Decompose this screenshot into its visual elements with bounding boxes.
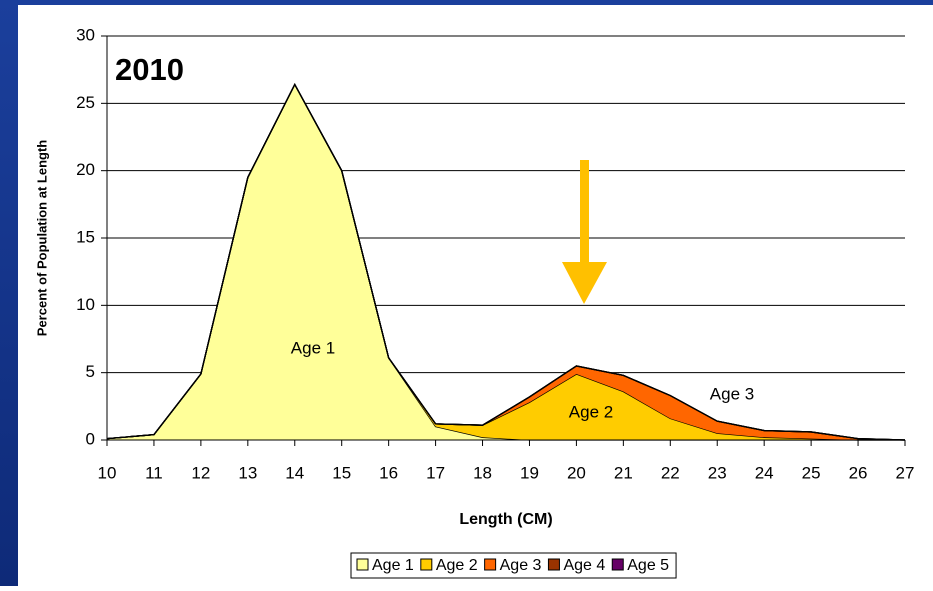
x-tick-label: 16: [379, 463, 398, 482]
x-tick-label: 24: [755, 463, 774, 482]
legend-label: Age 4: [563, 557, 605, 574]
x-axis-label: Length (CM): [459, 511, 552, 528]
legend-swatch: [547, 558, 560, 571]
y-axis-label: Percent of Population at Length: [34, 140, 49, 337]
x-tick-label: 21: [614, 463, 633, 482]
legend-label: Age 1: [372, 557, 414, 574]
legend-label: Age 2: [436, 557, 478, 574]
chart-title: 2010: [115, 52, 184, 87]
annotation: Age 1: [291, 338, 335, 357]
legend-label: Age 3: [500, 557, 542, 574]
x-tick-label: 23: [708, 463, 727, 482]
arrow-shaft: [580, 160, 589, 265]
x-tick-label: 18: [473, 463, 492, 482]
legend-swatch: [484, 558, 497, 571]
legend-swatch: [356, 558, 369, 571]
x-tick-label: 25: [802, 463, 821, 482]
x-tick-label: 13: [238, 463, 257, 482]
x-tick-label: 20: [567, 463, 586, 482]
x-tick-label: 11: [145, 463, 163, 482]
x-tick-label: 15: [332, 463, 351, 482]
y-tick-label: 25: [76, 93, 95, 112]
y-tick-label: 30: [76, 25, 95, 44]
x-tick-label: 27: [896, 463, 915, 482]
x-tick-label: 26: [849, 463, 868, 482]
plot-area: [101, 35, 906, 446]
annotation: Age 2: [569, 402, 613, 421]
x-tick-label: 14: [285, 463, 304, 482]
legend-swatch: [420, 558, 433, 571]
x-tick-label: 22: [661, 463, 680, 482]
x-tick-label: 19: [520, 463, 539, 482]
y-tick-label: 10: [76, 295, 95, 314]
area-edge: [106, 83, 906, 441]
x-tick-label: 17: [426, 463, 445, 482]
y-tick-label: 15: [76, 227, 95, 246]
legend-swatch: [611, 558, 624, 571]
x-tick-label: 10: [98, 463, 117, 482]
legend-label: Age 5: [627, 557, 669, 574]
y-tick-label: 0: [86, 429, 95, 448]
arrow: [562, 160, 607, 304]
area: [107, 84, 905, 440]
y-tick-label: 20: [76, 160, 95, 179]
legend: Age 1 Age 2 Age 3 Age 4 Age 5: [350, 552, 677, 579]
y-tick-label: 5: [86, 362, 95, 381]
arrow-head: [562, 262, 607, 304]
annotation: Age 3: [710, 384, 754, 403]
x-tick-label: 12: [191, 463, 210, 482]
